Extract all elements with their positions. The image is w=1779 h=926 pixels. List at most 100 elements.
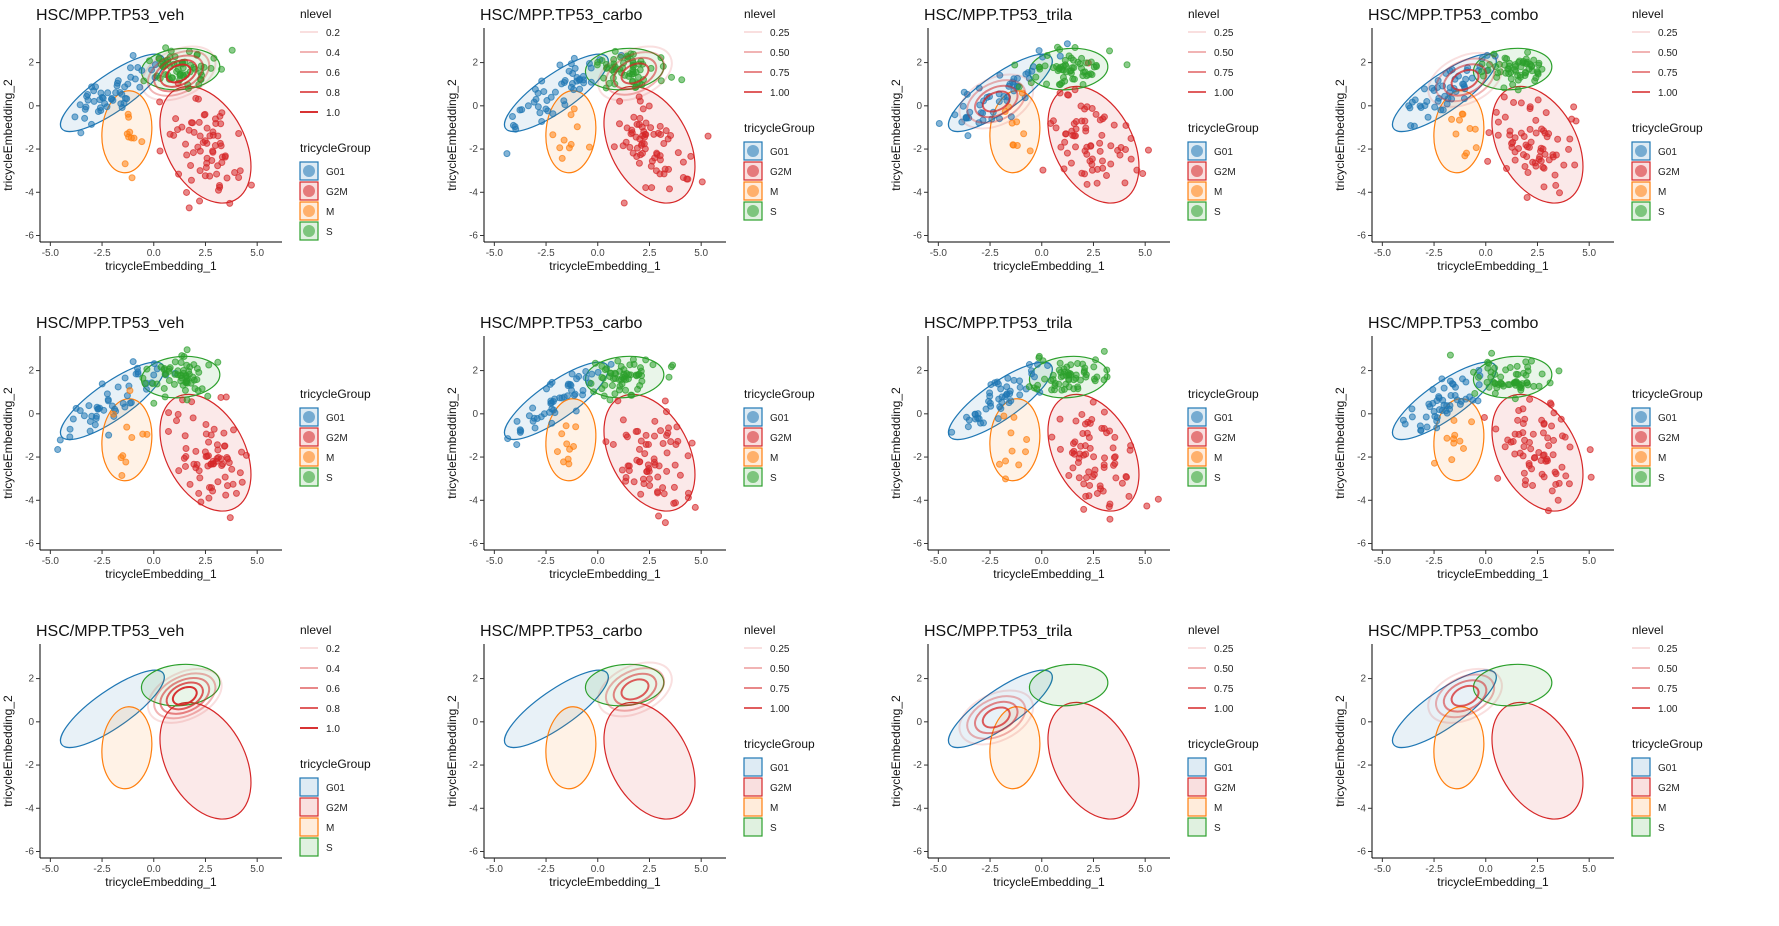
point-g01 (121, 374, 129, 382)
point-g2m (1534, 96, 1542, 104)
point-s (183, 346, 191, 354)
chart-title: HSC/MPP.TP53_combo (1368, 7, 1539, 24)
point-g2m (1081, 170, 1089, 178)
point-g2m (238, 448, 246, 456)
point-s (1060, 365, 1068, 373)
point-g2m (1082, 450, 1090, 458)
point-g2m (667, 438, 675, 446)
legend-title-nlevel: nlevel (744, 7, 775, 21)
point-m (560, 136, 568, 144)
point-s (143, 365, 151, 373)
point-g01 (86, 427, 94, 435)
point-g2m (663, 467, 671, 475)
ellipse-g2m (1047, 701, 1140, 820)
point-g01 (104, 89, 112, 97)
point-g2m (1082, 492, 1090, 500)
point-g2m (1093, 179, 1101, 187)
point-g01 (103, 103, 111, 111)
point-g2m (1552, 181, 1560, 189)
density-contour (140, 45, 217, 102)
density-contour (966, 695, 1027, 740)
point-m (121, 160, 129, 168)
y-tick-label: -2 (25, 760, 34, 771)
density-contour (153, 54, 204, 93)
point-s (616, 382, 624, 390)
point-g01 (573, 375, 581, 383)
point-g01 (85, 402, 93, 410)
point-s (1470, 368, 1478, 376)
point-s (1509, 81, 1517, 89)
point-g01 (1437, 106, 1445, 114)
y-tick-label: -6 (469, 539, 478, 550)
point-g2m (1547, 401, 1555, 409)
point-g2m (1123, 473, 1131, 481)
chart-title: HSC/MPP.TP53_veh (36, 623, 184, 640)
point-g2m (1100, 464, 1108, 472)
point-g2m (196, 167, 204, 175)
point-g2m (619, 142, 627, 150)
point-g2m (660, 490, 668, 498)
point-s (1488, 349, 1496, 357)
point-g01 (588, 370, 596, 378)
point-g2m (190, 128, 198, 136)
x-tick-label: -5.0 (42, 556, 60, 567)
point-g01 (548, 419, 556, 427)
point-g2m (661, 397, 669, 405)
point-s (1071, 44, 1079, 52)
legend-label-nlevel: 0.75 (1658, 68, 1678, 79)
point-g2m (1494, 118, 1502, 126)
y-tick-label: -4 (1357, 187, 1366, 198)
point-s (600, 392, 608, 400)
point-g01 (994, 415, 1002, 423)
point-m (126, 387, 134, 395)
point-g01 (982, 405, 990, 413)
chart-title: HSC/MPP.TP53_combo (1368, 315, 1539, 332)
point-g01 (69, 415, 77, 423)
y-tick-label: 2 (472, 58, 478, 69)
point-g2m (1539, 429, 1547, 437)
point-g2m (1052, 124, 1060, 132)
legend-key-g2m (299, 797, 319, 817)
point-g2m (1514, 416, 1522, 424)
point-m (573, 123, 581, 131)
point-s (657, 77, 665, 85)
point-g01 (124, 80, 132, 88)
point-g01 (995, 98, 1003, 106)
point-g01 (587, 78, 595, 86)
chart-title: HSC/MPP.TP53_carbo (480, 315, 643, 332)
point-g2m (1539, 451, 1547, 459)
legend-label-group: G2M (1214, 783, 1236, 794)
point-g2m (1060, 165, 1068, 173)
density-contour (153, 672, 217, 720)
point-g01 (114, 383, 122, 391)
point-g2m (214, 132, 222, 140)
legend-key-g2m (743, 777, 763, 797)
point-m (1008, 447, 1016, 455)
point-g01 (1004, 374, 1012, 382)
point-g01 (105, 431, 113, 439)
point-s (1076, 376, 1084, 384)
point-g01 (582, 368, 590, 376)
point-g01 (117, 100, 125, 108)
point-m (1000, 412, 1008, 420)
point-g01 (76, 101, 84, 109)
point-g2m (1545, 156, 1553, 164)
point-s (1523, 379, 1531, 387)
point-g2m (156, 98, 164, 106)
point-s (228, 46, 236, 54)
point-m (1008, 119, 1016, 127)
point-s (626, 361, 634, 369)
point-g2m (670, 499, 678, 507)
legend-point-s (303, 471, 315, 483)
point-g01 (571, 390, 579, 398)
point-s (1504, 381, 1512, 389)
point-g2m (647, 124, 655, 132)
point-g01 (1007, 397, 1015, 405)
point-g2m (221, 442, 229, 450)
point-g01 (142, 385, 150, 393)
point-g2m (1548, 422, 1556, 430)
point-m (1013, 141, 1021, 149)
point-s (1520, 369, 1528, 377)
point-s (1507, 75, 1515, 83)
point-g01 (538, 117, 546, 125)
